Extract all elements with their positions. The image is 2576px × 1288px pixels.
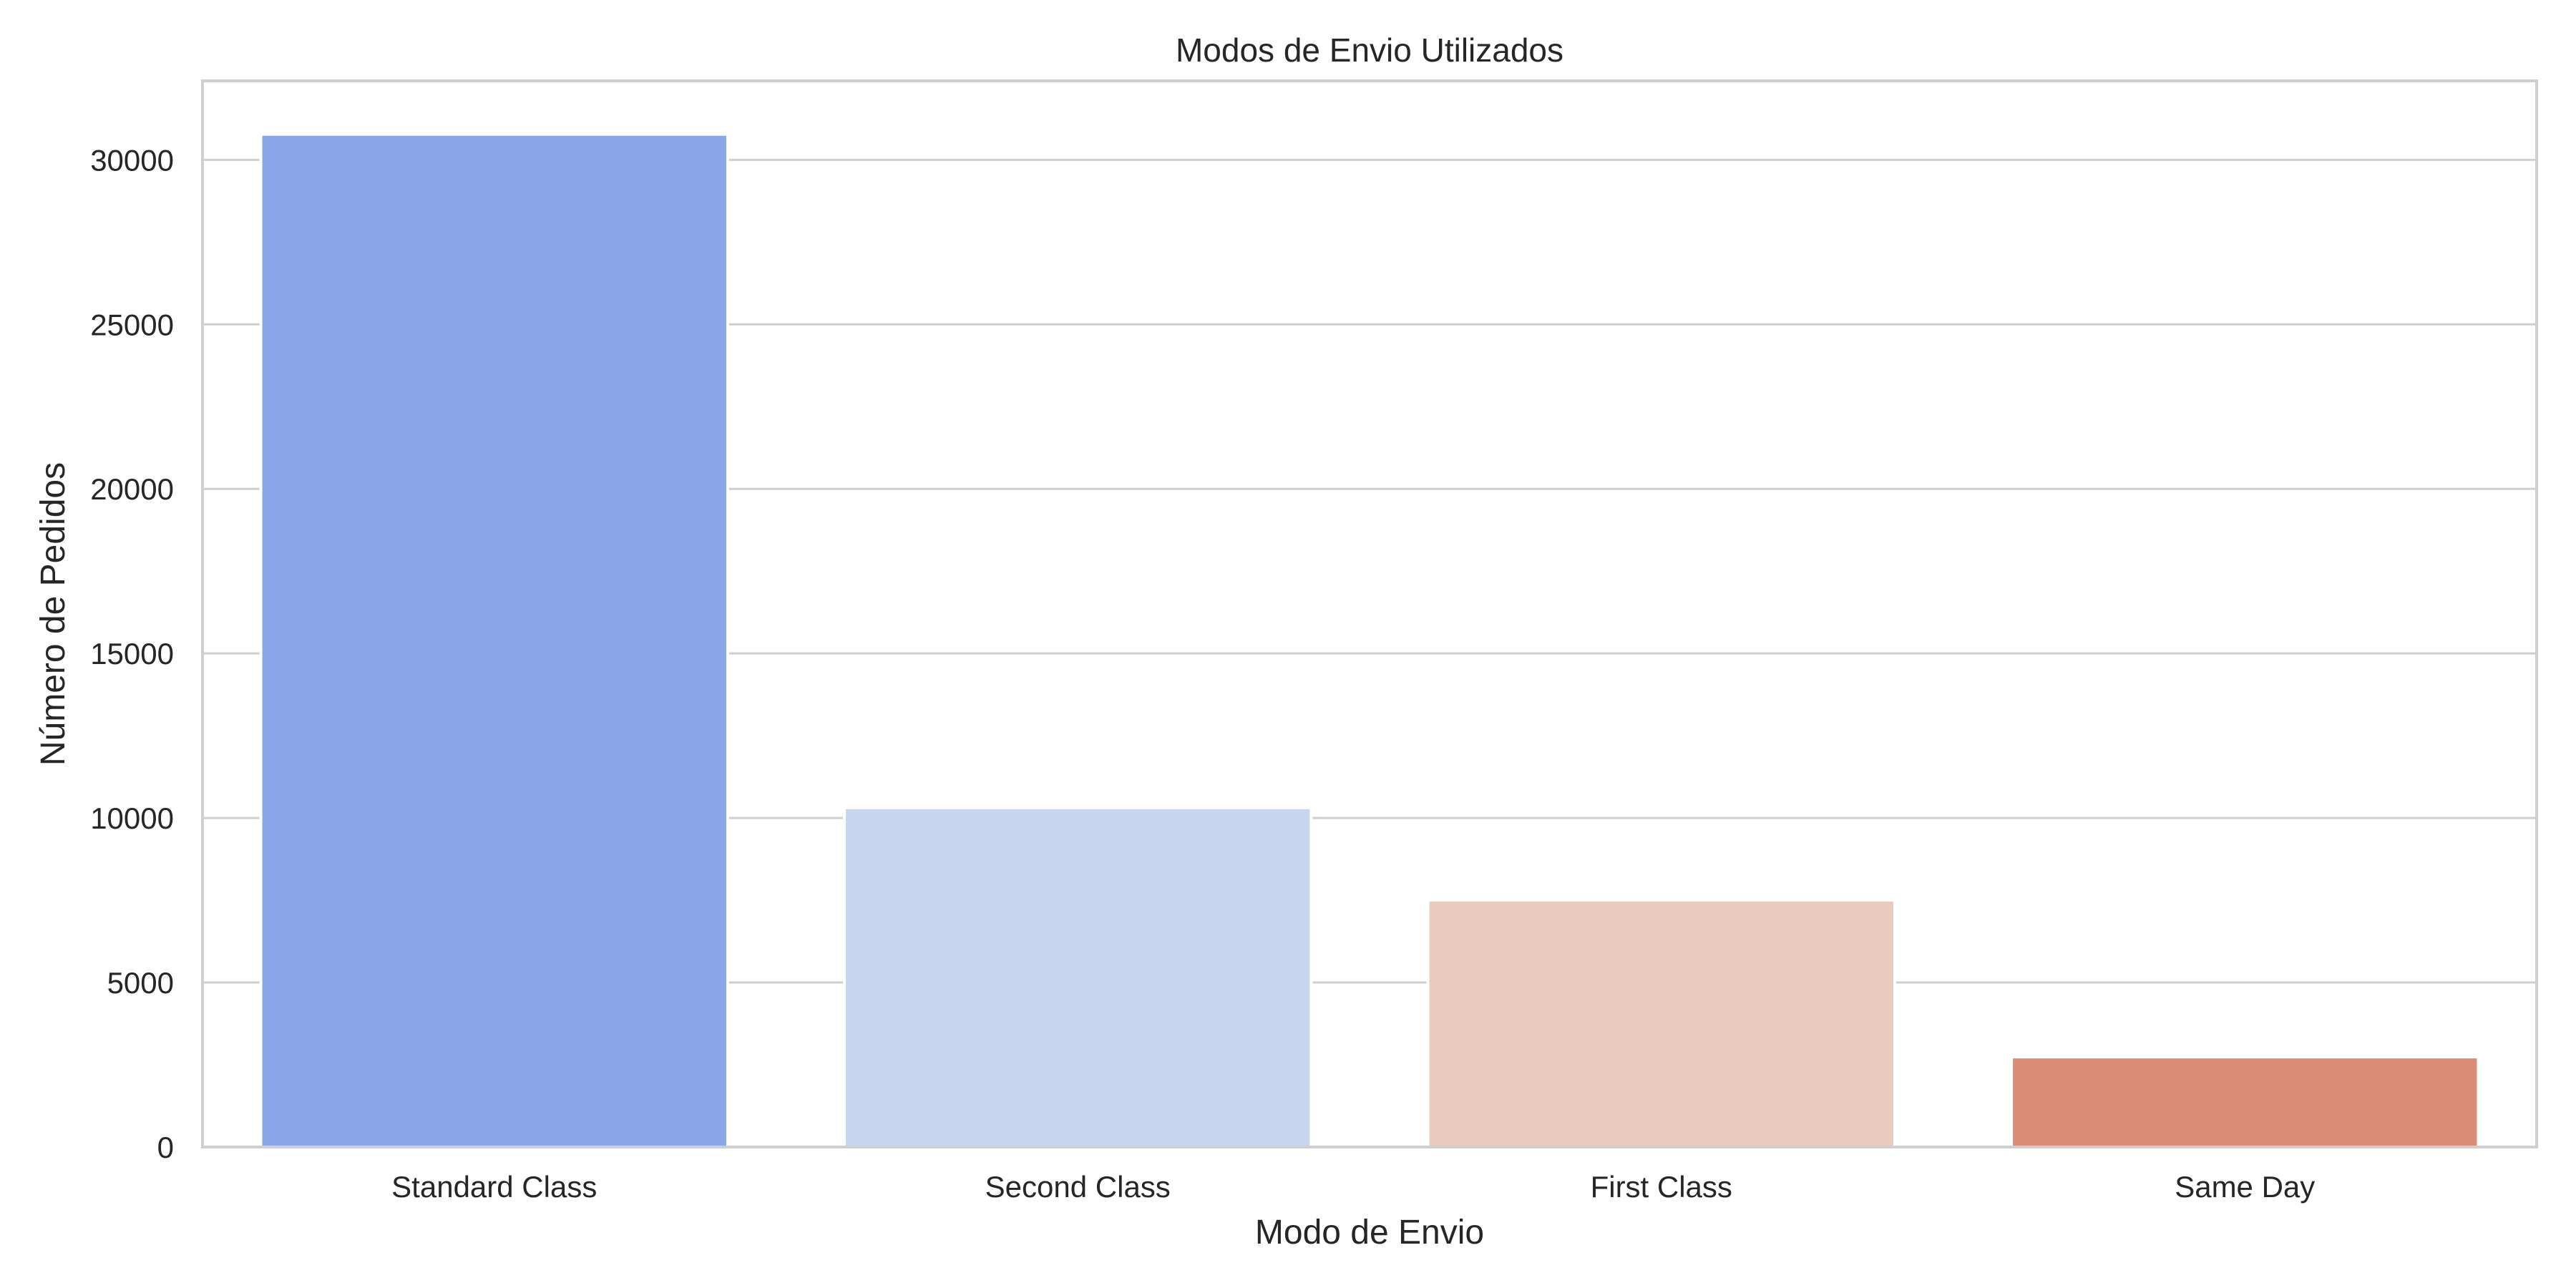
y-tick-label: 30000 xyxy=(90,143,174,177)
x-tick-label: Same Day xyxy=(2175,1170,2315,1204)
y-tick-label: 5000 xyxy=(107,966,174,1000)
bar-standard-class xyxy=(259,132,729,1148)
x-tick-label: Second Class xyxy=(985,1170,1171,1204)
y-tick-label: 20000 xyxy=(90,472,174,506)
y-tick-label: 10000 xyxy=(90,801,174,835)
plot-frame xyxy=(201,79,2538,1148)
y-tick-label: 15000 xyxy=(90,637,174,670)
x-tick-labels: Standard Class Second Class First Class Sam… xyxy=(391,1170,2315,1204)
y-tick-label: 0 xyxy=(157,1131,174,1164)
bar-first-class xyxy=(1426,898,1896,1149)
x-tick-label: Standard Class xyxy=(391,1170,597,1204)
y-axis-label: Número de Pedidos xyxy=(34,462,72,766)
x-axis-label: Modo de Envio xyxy=(1255,1214,1484,1252)
chart-title: Modos de Envio Utilizados xyxy=(1176,31,1563,69)
bar-layer xyxy=(259,132,2480,1149)
y-tick-label: 25000 xyxy=(90,308,174,341)
y-tick-labels: 0 5000 10000 15000 20000 25000 30000 xyxy=(90,143,174,1164)
bar-second-class xyxy=(843,806,1313,1149)
x-tick-label: First Class xyxy=(1591,1170,1732,1204)
bar-same-day xyxy=(2010,1055,2480,1149)
